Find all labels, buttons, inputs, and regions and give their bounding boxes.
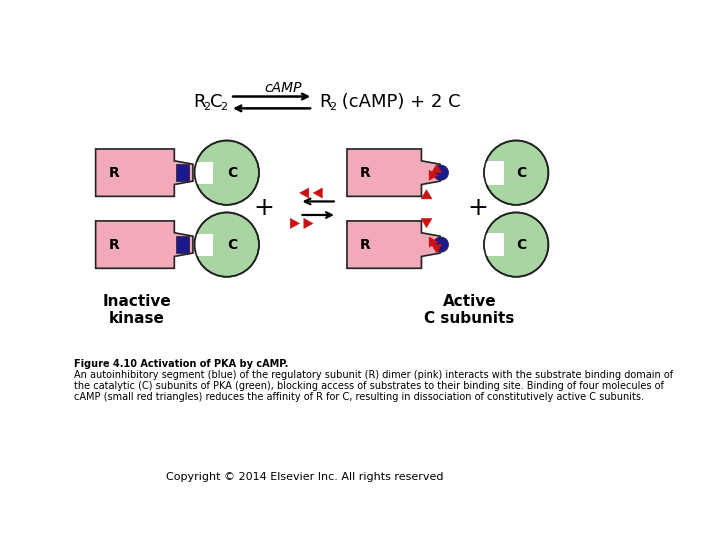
Polygon shape	[96, 149, 193, 197]
Text: Figure 4.10 Activation of PKA by cAMP.: Figure 4.10 Activation of PKA by cAMP.	[74, 359, 289, 369]
Text: C: C	[227, 166, 237, 180]
Text: C: C	[516, 238, 526, 252]
Circle shape	[484, 212, 549, 277]
Polygon shape	[290, 218, 300, 228]
Polygon shape	[347, 149, 440, 197]
Circle shape	[433, 237, 449, 252]
Text: R: R	[193, 93, 205, 111]
Polygon shape	[313, 188, 323, 198]
Bar	[194, 234, 213, 255]
Text: (cAMP) + 2 C: (cAMP) + 2 C	[336, 93, 461, 111]
Text: +: +	[253, 196, 274, 220]
Circle shape	[433, 165, 449, 180]
Text: cAMP (small red triangles) reduces the affinity of R for C, resulting in dissoci: cAMP (small red triangles) reduces the a…	[74, 392, 644, 402]
Circle shape	[194, 212, 259, 277]
Text: cAMP: cAMP	[265, 81, 302, 95]
Text: C: C	[210, 93, 222, 111]
Text: +: +	[468, 196, 489, 220]
Text: R: R	[109, 238, 120, 252]
Polygon shape	[431, 245, 442, 253]
Text: the catalytic (C) subunits of PKA (green), blocking access of substrates to thei: the catalytic (C) subunits of PKA (green…	[74, 381, 665, 391]
Circle shape	[194, 140, 259, 205]
Polygon shape	[300, 188, 309, 198]
Polygon shape	[96, 221, 193, 268]
Bar	[194, 161, 213, 184]
Bar	[484, 233, 505, 256]
Bar	[484, 161, 505, 185]
Text: R: R	[319, 93, 331, 111]
Text: C: C	[516, 166, 526, 180]
Polygon shape	[421, 218, 432, 228]
Text: An autoinhibitory segment (blue) of the regulatory subunit (R) dimer (pink) inte: An autoinhibitory segment (blue) of the …	[74, 370, 674, 380]
Polygon shape	[347, 221, 440, 268]
Text: C: C	[227, 238, 237, 252]
Text: 2: 2	[220, 102, 227, 112]
Polygon shape	[421, 190, 432, 199]
Bar	[176, 236, 189, 253]
Text: R: R	[360, 238, 371, 252]
Circle shape	[484, 140, 549, 205]
Polygon shape	[431, 164, 442, 173]
Text: Active
C subunits: Active C subunits	[425, 294, 515, 326]
Text: R: R	[360, 166, 371, 180]
Text: 2: 2	[203, 102, 210, 112]
Text: Copyright © 2014 Elsevier Inc. All rights reserved: Copyright © 2014 Elsevier Inc. All right…	[166, 472, 444, 482]
Polygon shape	[429, 237, 438, 247]
Text: R: R	[109, 166, 120, 180]
Text: 2: 2	[329, 102, 336, 112]
Polygon shape	[304, 218, 313, 228]
Bar	[176, 164, 189, 181]
Text: Inactive
kinase: Inactive kinase	[103, 294, 171, 326]
Polygon shape	[429, 170, 438, 180]
